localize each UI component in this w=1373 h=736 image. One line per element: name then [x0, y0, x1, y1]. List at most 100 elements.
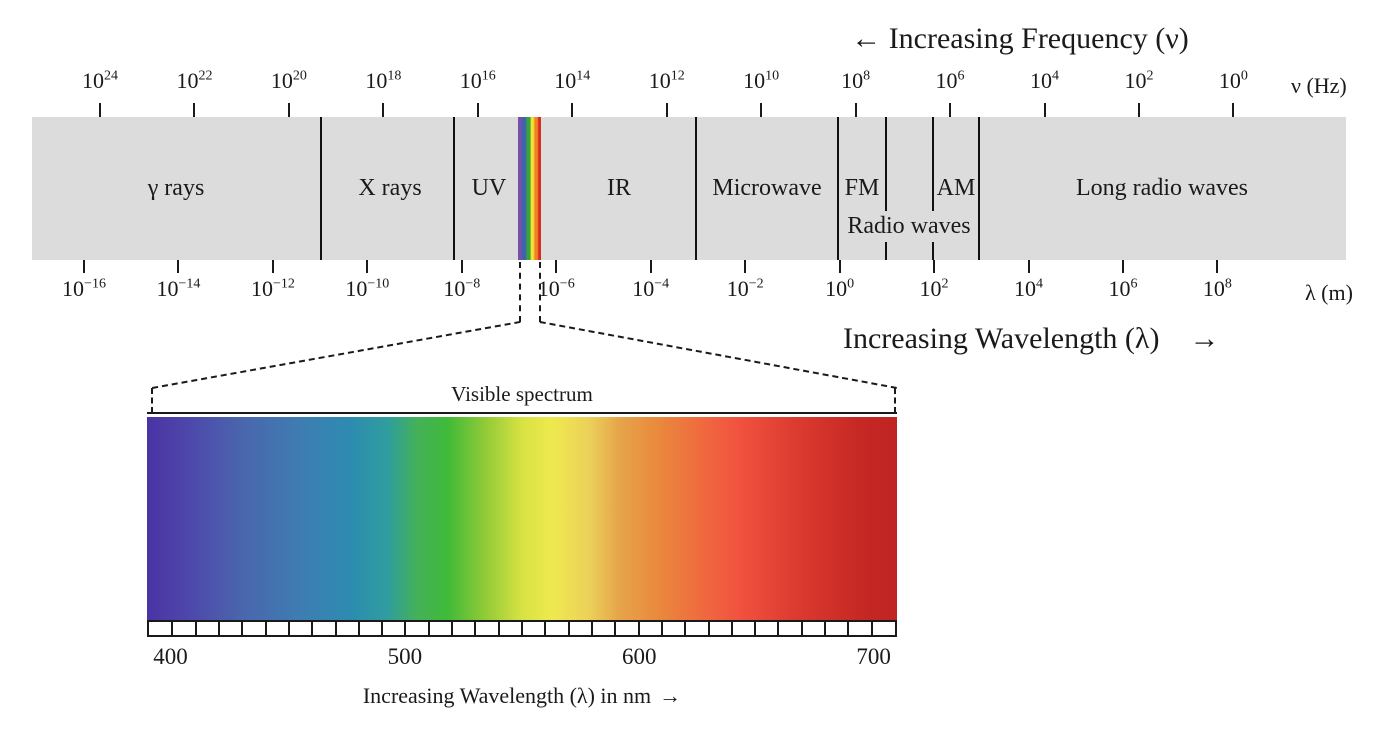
wavelength-tick-label: 10−2 — [726, 276, 764, 301]
visible-spectrum-top-rule — [147, 412, 897, 414]
nm-tick-label: 700 — [856, 644, 891, 669]
band-divider — [320, 117, 322, 260]
frequency-tick-label: 104 — [1030, 68, 1059, 93]
wavelength-tick-label: 10−4 — [632, 276, 670, 301]
wavelength-unit-label: λ (m) — [1305, 280, 1353, 305]
nm-tick-label: 500 — [387, 644, 423, 669]
nm-ruler — [147, 620, 897, 637]
nm-ruler-tick — [754, 622, 757, 635]
frequency-axis-tick — [382, 103, 385, 117]
visible-light-strip — [518, 117, 541, 260]
frequency-axis-tick — [760, 103, 763, 117]
nm-ruler-tick — [357, 622, 360, 635]
nm-ruler-tick — [241, 622, 244, 635]
frequency-axis-tick — [193, 103, 196, 117]
frequency-axis-tick — [1043, 103, 1046, 117]
frequency-tick-label: 1010 — [743, 68, 780, 93]
visible-spectrum-label: Visible spectrum — [451, 382, 593, 406]
frequency-tick-label: 1012 — [648, 68, 685, 93]
region-label: Microwave — [712, 175, 822, 201]
wavelength-axis-tick — [1121, 260, 1124, 273]
frequency-tick-label: 1018 — [365, 68, 402, 93]
wavelength-axis-tick — [177, 260, 180, 273]
nm-ruler-tick — [707, 622, 710, 635]
nm-tick-label: 600 — [621, 644, 657, 669]
nm-ruler-tick — [684, 622, 687, 635]
em-band — [32, 117, 1346, 260]
increasing-wavelength-text: Increasing Wavelength (λ) — [843, 322, 1160, 355]
nm-ruler-tick — [637, 622, 640, 635]
nm-ruler-tick — [194, 622, 197, 635]
frequency-axis-tick — [287, 103, 290, 117]
nm-ruler-tick — [521, 622, 523, 635]
right-arrow-icon: → — [1189, 322, 1220, 355]
wavelength-axis-tick — [555, 260, 558, 273]
frequency-axis-tick — [1137, 103, 1140, 117]
frequency-axis-tick — [571, 103, 574, 117]
wavelength-tick-label: 106 — [1108, 276, 1138, 301]
frequency-tick-label: 1016 — [459, 68, 496, 93]
wavelength-tick-label: 10−6 — [537, 276, 575, 301]
nm-ruler-tick — [264, 622, 267, 635]
nm-ruler-tick — [660, 622, 663, 635]
funnel-dash-right-corner — [894, 388, 896, 413]
region-label: UV — [471, 175, 507, 201]
funnel-dash-left-corner — [151, 388, 153, 413]
wavelength-axis-tick — [838, 260, 841, 273]
wavelength-tick-label: 10−16 — [62, 276, 106, 301]
nm-ruler-tick — [451, 622, 454, 635]
nm-ruler-tick — [381, 622, 384, 635]
right-arrow-icon: → — [659, 683, 682, 708]
wavelength-axis-tick — [744, 260, 747, 273]
nm-caption-text: Increasing Wavelength (λ) in nm — [362, 683, 652, 708]
wavelength-axis-tick — [649, 260, 652, 273]
nm-ruler-tick — [777, 622, 780, 635]
nm-ruler-tick — [217, 622, 220, 635]
wavelength-tick-label: 108 — [1202, 276, 1232, 301]
nm-ruler-tick — [497, 622, 500, 635]
frequency-tick-label: 1022 — [176, 68, 213, 93]
frequency-tick-label: 106 — [935, 68, 965, 93]
nm-ruler-tick — [311, 622, 314, 635]
region-label: FM — [844, 175, 880, 201]
nm-tick-label: 400 — [153, 644, 188, 669]
frequency-axis-tick — [949, 103, 952, 117]
frequency-axis-tick — [854, 103, 857, 117]
region-label: AM — [936, 175, 976, 201]
nm-ruler-tick — [404, 622, 407, 635]
band-divider — [932, 117, 934, 260]
frequency-axis-tick — [476, 103, 479, 117]
frequency-tick-label: 1020 — [270, 68, 307, 93]
region-label: Long radio waves — [1076, 175, 1248, 201]
nm-axis-caption: Increasing Wavelength (λ) in nm → — [363, 683, 681, 709]
nm-ruler-tick — [427, 622, 430, 635]
region-label: γ rays — [147, 175, 205, 201]
wavelength-tick-label: 102 — [919, 276, 949, 301]
band-divider — [978, 117, 980, 260]
funnel-dash-left-diagonal — [152, 320, 521, 389]
nm-ruler-tick — [590, 622, 593, 635]
region-label: X rays — [358, 175, 422, 201]
wavelength-axis-tick — [83, 260, 85, 273]
frequency-tick-label: 102 — [1124, 68, 1154, 93]
nm-ruler-tick — [824, 622, 827, 635]
wavelength-axis-tick — [460, 260, 463, 273]
nm-ruler-tick — [847, 622, 850, 635]
wavelength-tick-label: 100 — [825, 276, 855, 301]
visible-spectrum-gradient — [147, 417, 897, 620]
wavelength-tick-label: 10−8 — [443, 276, 481, 301]
nm-ruler-tick — [800, 622, 803, 635]
frequency-tick-label: 108 — [841, 68, 871, 93]
band-divider — [453, 117, 455, 260]
wavelength-tick-label: 10−10 — [345, 276, 390, 301]
frequency-unit-label: ν (Hz) — [1291, 73, 1347, 98]
increasing-frequency-title: ← Increasing Frequency (ν) — [851, 22, 1189, 55]
funnel-dash-left-vertical — [519, 262, 521, 322]
wavelength-axis-tick — [366, 260, 369, 273]
region-label: IR — [607, 175, 631, 201]
wavelength-tick-label: 10−14 — [156, 276, 201, 301]
wavelength-axis-tick — [1216, 260, 1219, 273]
nm-ruler-tick — [614, 622, 617, 635]
funnel-dash-right-vertical — [539, 262, 541, 322]
